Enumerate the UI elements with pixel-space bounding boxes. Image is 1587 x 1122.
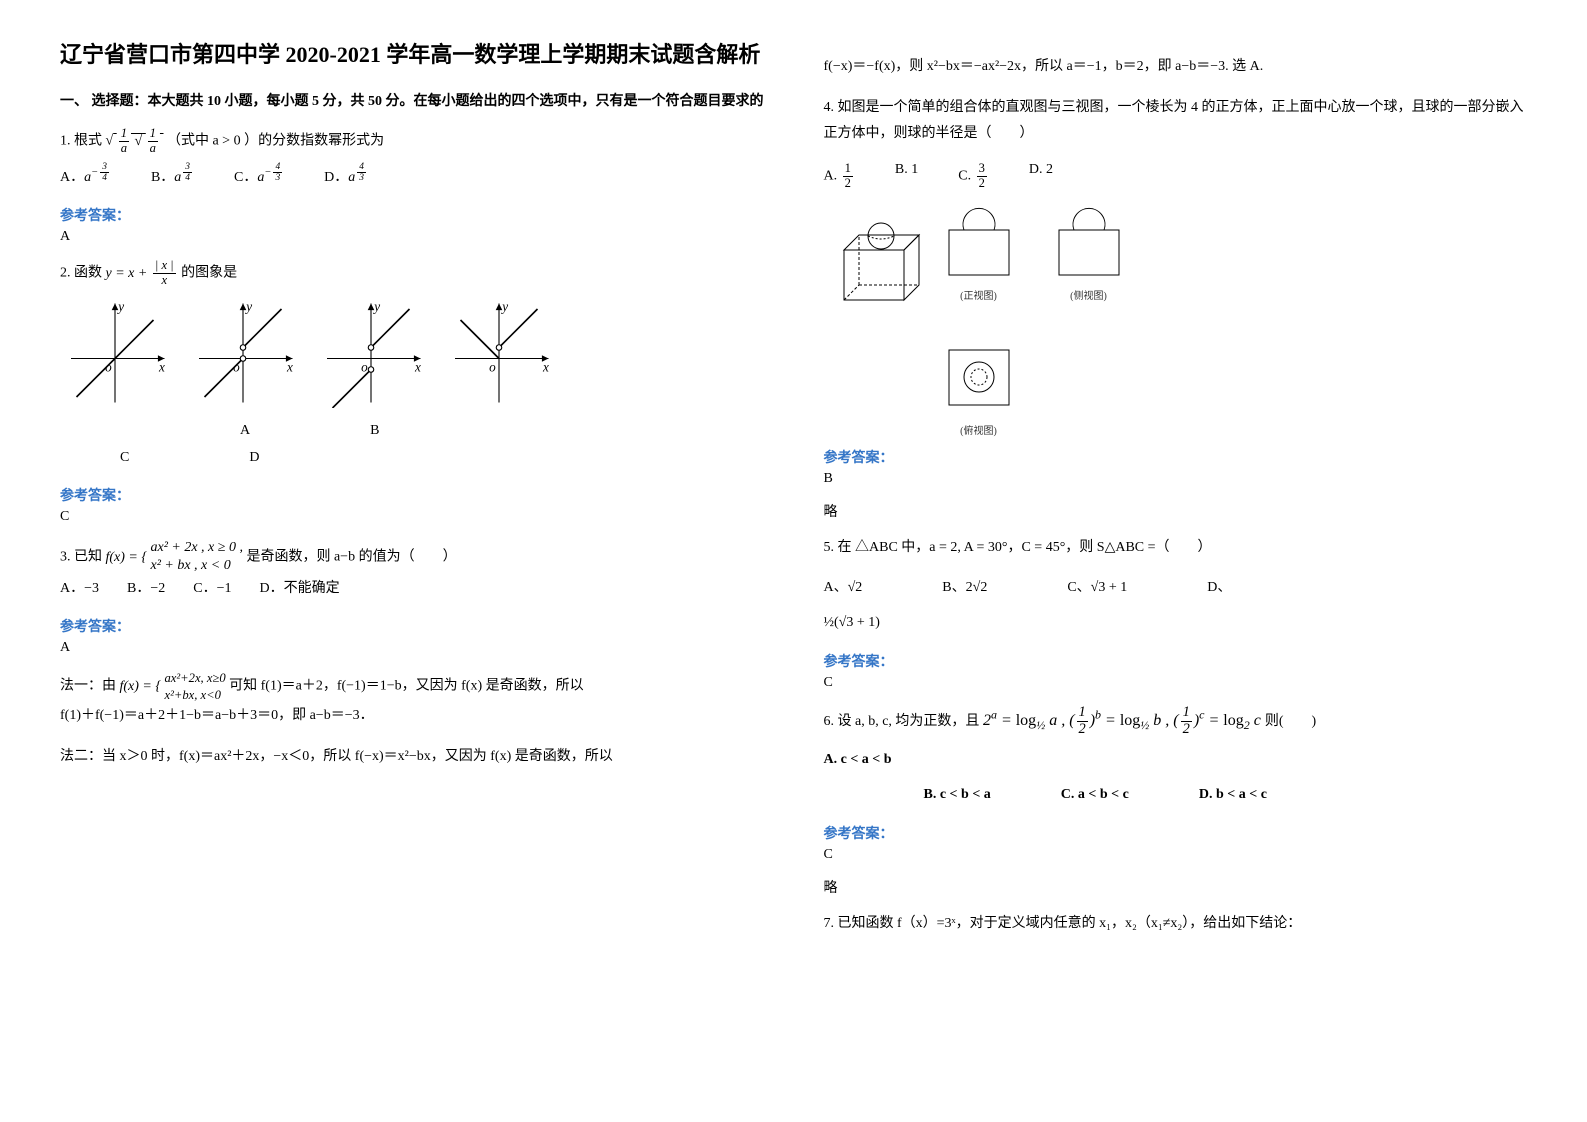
q1-opt-a: A．: [60, 170, 84, 185]
q2-graph-b: yxo: [188, 298, 298, 408]
answer-label: 参考答案：: [60, 485, 764, 505]
svg-text:y: y: [244, 299, 252, 314]
q6-opt-d: D. b < a < c: [1199, 782, 1267, 809]
q1-options: A．a−34 B．a34 C．a−43 D．a43: [60, 162, 764, 192]
question-7: 7. 已知函数 f（x）=3ˣ，对于定义域内任意的 x₁，x₂（x₁≠x₂），给…: [824, 911, 1528, 938]
answer-label: 参考答案：: [824, 651, 1528, 671]
q2-graphs: y x o y x o: [60, 298, 764, 408]
svg-text:x: x: [158, 360, 165, 375]
q3-stem-post: 是奇函数，则 a−b 的值为（ ）: [246, 550, 456, 565]
svg-text:x: x: [542, 360, 549, 375]
q6-opt-c: C. a < b < c: [1061, 782, 1129, 809]
svg-text:o: o: [489, 360, 496, 375]
q6-answer-note: 略: [824, 877, 1528, 897]
q1-opt-b: B．: [151, 170, 174, 185]
q2-graph-a: yxo: [60, 298, 170, 408]
q3-stem-pre: 3. 已知: [60, 550, 102, 565]
answer-label: 参考答案：: [60, 205, 764, 225]
q5-options: A、√2 B、2√2 C、√3 + 1 D、: [824, 576, 1528, 596]
q6-stem-post: 则( ): [1265, 714, 1316, 729]
q3-answer: A: [60, 640, 764, 656]
q2-formula: y = x + | x |x: [106, 266, 182, 281]
q3-options: A．−3 B．−2 C．−1 D．不能确定: [60, 576, 764, 603]
question-6: 6. 设 a, b, c, 均为正数，且 2a = log½ a , (12)b…: [824, 705, 1528, 809]
q3-solution-2b: f(−x)＝−f(x)，则 x²−bx＝−ax²−2x，所以 a＝−1，b＝2，…: [824, 54, 1528, 81]
q4-opt-a: A.: [824, 168, 838, 183]
q5-opt-c: C、√3 + 1: [1067, 576, 1127, 596]
q5-answer: C: [824, 675, 1528, 691]
q3-solution-2a: 法二：当 x＞0 时，f(x)＝ax²＋2x，−x＜0，所以 f(−x)＝x²−…: [60, 744, 764, 771]
section-heading: 一、 选择题：本大题共 10 小题，每小题 5 分，共 50 分。在每小题给出的…: [60, 91, 764, 113]
q2-graph-c: yxo: [316, 298, 426, 408]
svg-text:x: x: [286, 360, 293, 375]
q5-opt-d-ext: ½(√3 + 1): [824, 610, 1528, 637]
q4-views: (正视图) (侧视图) (俯视图): [824, 200, 1144, 437]
answer-label: 参考答案：: [824, 447, 1528, 467]
question-5: 5. 在 △ABC 中，a = 2, A = 30°，C = 45°，则 S△A…: [824, 535, 1528, 562]
q2-label-b: B: [370, 418, 379, 445]
q5-opt-d: D、: [1207, 576, 1231, 596]
q6-opt-a: A. c < a < b: [824, 747, 1528, 774]
q6-stem-pre: 6. 设 a, b, c, 均为正数，且: [824, 714, 980, 729]
q1-stem-post: （式中 a > 0 ）的分数指数幂形式为: [167, 134, 384, 149]
q1-stem-pre: 1. 根式: [60, 134, 102, 149]
q4-answer-note: 略: [824, 501, 1528, 521]
question-4: 4. 如图是一个简单的组合体的直观图与三视图，一个棱长为 4 的正方体，正上面中…: [824, 95, 1528, 148]
q4-answer: B: [824, 471, 1528, 487]
q4-opt-b: B. 1: [895, 162, 918, 191]
q2-stem-post: 的图象是: [181, 266, 237, 281]
q4-opt-c: C.: [958, 168, 971, 183]
q6-opt-b: B. c < b < a: [924, 782, 991, 809]
q2-label-a: A: [240, 418, 250, 445]
question-1: 1. 根式 √ 1a √ 1a （式中 a > 0 ）的分数指数幂形式为 A．a…: [60, 127, 764, 191]
q1-answer: A: [60, 229, 764, 245]
svg-text:x: x: [414, 360, 421, 375]
q3-solution-1: 法一：由 f(x) = { ax²+2x, x≥0x²+bx, x<0 可知 f…: [60, 670, 764, 729]
svg-text:y: y: [372, 299, 380, 314]
q4-view-top: (俯视图): [934, 335, 1024, 437]
q4-view-front: (正视图): [934, 200, 1024, 315]
svg-text:y: y: [500, 299, 508, 314]
page-title: 辽宁省营口市第四中学 2020-2021 学年高一数学理上学期期末试题含解析: [60, 40, 764, 71]
q4-view-side: (侧视图): [1044, 200, 1134, 315]
q1-opt-d: D．: [324, 170, 348, 185]
q4-options: A. 12 B. 1 C. 32 D. 2: [824, 162, 1528, 191]
q3-piecewise: f(x) = { ax² + 2x , x ≥ 0 ,x² + bx , x <…: [106, 550, 247, 565]
q2-graph-d: y x o: [444, 298, 554, 408]
q2-label-d: D: [249, 445, 259, 472]
question-2: 2. 函数 y = x + | x |x 的图象是 y x o: [60, 259, 764, 471]
q2-answer: C: [60, 509, 764, 525]
q6-answer: C: [824, 847, 1528, 863]
q6-formula: 2a = log½ a , (12)b = log½ b , (12)c = l…: [983, 712, 1265, 729]
q4-opt-d: D. 2: [1029, 162, 1053, 191]
answer-label: 参考答案：: [824, 823, 1528, 843]
q2-stem-pre: 2. 函数: [60, 266, 102, 281]
q1-opt-c: C．: [234, 170, 257, 185]
q5-opt-a: A、√2: [824, 576, 863, 596]
svg-text:y: y: [116, 299, 124, 314]
question-3: 3. 已知 f(x) = { ax² + 2x , x ≥ 0 ,x² + bx…: [60, 539, 764, 602]
q5-opt-b: B、2√2: [942, 576, 987, 596]
q1-radical: √ 1a √ 1a: [106, 134, 167, 149]
q4-view-iso: [824, 200, 914, 315]
answer-label: 参考答案：: [60, 616, 764, 636]
q2-label-c: C: [120, 445, 129, 472]
